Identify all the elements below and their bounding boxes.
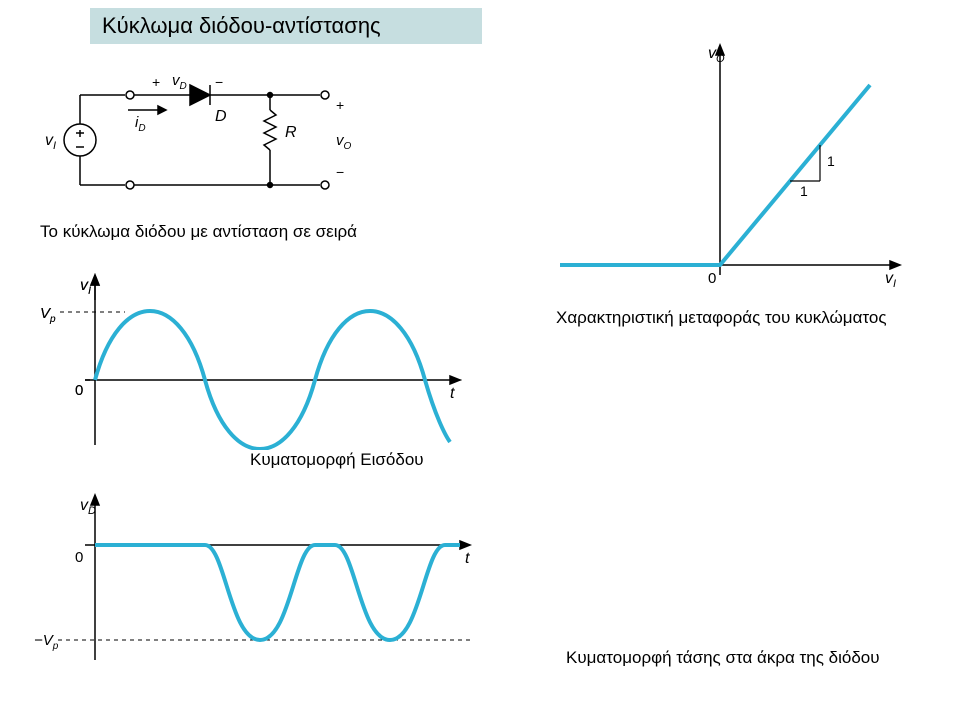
svg-text:vO: vO xyxy=(708,45,725,65)
svg-text:1: 1 xyxy=(800,183,808,199)
svg-text:0: 0 xyxy=(75,382,83,399)
svg-text:−: − xyxy=(336,164,344,180)
svg-text:0: 0 xyxy=(708,270,716,287)
svg-text:iD: iD xyxy=(135,114,146,134)
caption-transfer: Χαρακτηριστική μεταφοράς του κυκλώματος xyxy=(556,308,887,328)
svg-text:vI: vI xyxy=(80,277,91,297)
page-title: Κύκλωμα διόδου-αντίστασης xyxy=(90,8,482,44)
svg-text:0: 0 xyxy=(75,549,83,566)
circuit-diagram: vI iD + vD − D R + vO − xyxy=(40,55,380,215)
svg-text:t: t xyxy=(465,550,470,567)
svg-text:vO: vO xyxy=(336,132,352,152)
svg-text:−: − xyxy=(215,74,223,90)
svg-text:Vp: Vp xyxy=(40,305,56,325)
svg-text:R: R xyxy=(285,124,297,141)
caption-input: Κυματομορφή Εισόδου xyxy=(250,450,424,470)
svg-text:+: + xyxy=(152,74,160,90)
svg-text:+: + xyxy=(336,97,344,113)
transfer-graph: 1 1 vO vI 0 xyxy=(530,40,910,300)
svg-text:−Vp: −Vp xyxy=(34,632,59,652)
svg-text:vD: vD xyxy=(172,72,187,92)
svg-text:t: t xyxy=(450,385,455,402)
input-wave-clean: vI Vp 0 t xyxy=(30,270,490,450)
svg-text:D: D xyxy=(215,108,227,125)
caption-vd: Κυματομορφή τάσης στα άκρα της διόδου xyxy=(566,648,880,668)
svg-text:vI: vI xyxy=(885,270,896,290)
svg-text:1: 1 xyxy=(827,153,835,169)
caption-circuit: Το κύκλωμα διόδου με αντίσταση σε σειρά xyxy=(40,222,357,242)
vd-wave-graph: vD 0 −Vp t xyxy=(30,490,500,680)
svg-text:vI: vI xyxy=(45,132,56,152)
